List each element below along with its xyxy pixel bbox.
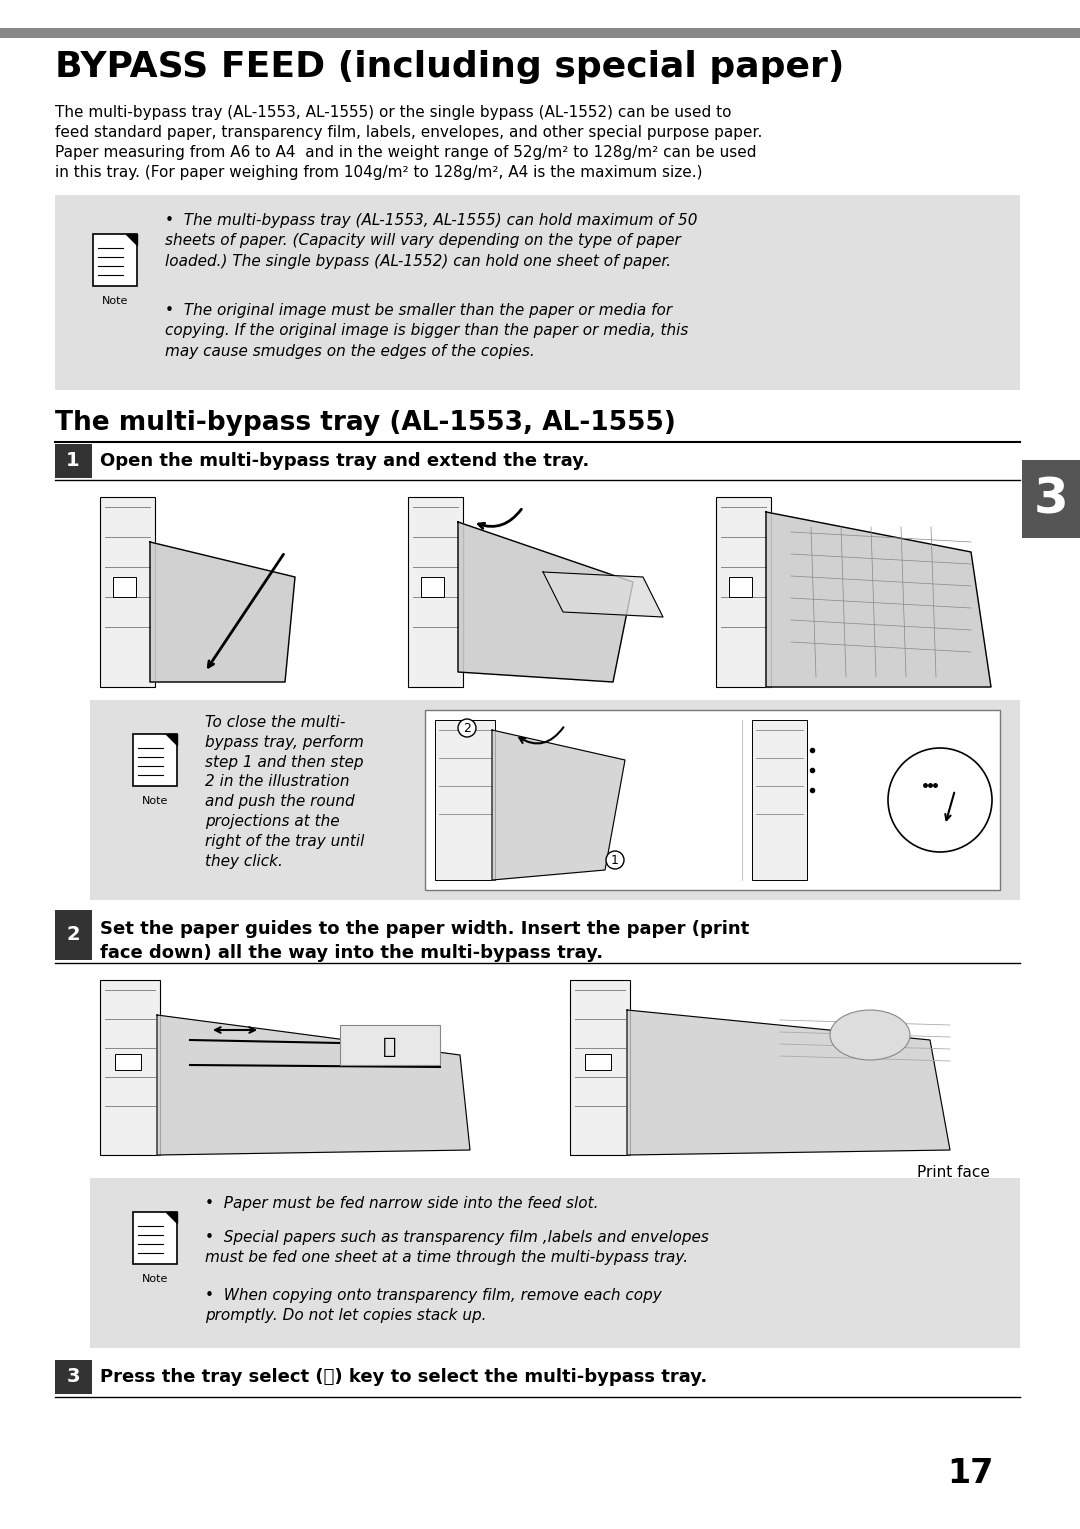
- Text: 17: 17: [947, 1457, 994, 1489]
- Text: in this tray. (For paper weighing from 104g/m² to 128g/m², A4 is the maximum siz: in this tray. (For paper weighing from 1…: [55, 165, 702, 180]
- Bar: [408, 497, 463, 687]
- Bar: [100, 497, 156, 687]
- Text: Note: Note: [141, 797, 168, 806]
- Text: Open the multi-bypass tray and extend the tray.: Open the multi-bypass tray and extend th…: [100, 453, 590, 469]
- Text: 1: 1: [611, 853, 619, 867]
- Text: BYPASS FEED (including special paper): BYPASS FEED (including special paper): [55, 50, 845, 84]
- Polygon shape: [492, 729, 625, 881]
- Bar: [114, 1053, 141, 1070]
- Ellipse shape: [831, 1011, 910, 1060]
- Bar: [435, 720, 495, 881]
- Bar: [570, 980, 630, 1154]
- Bar: [421, 576, 444, 596]
- Polygon shape: [627, 1011, 950, 1154]
- Text: •  The original image must be smaller than the paper or media for
copying. If th: • The original image must be smaller tha…: [165, 303, 688, 359]
- Polygon shape: [166, 734, 177, 745]
- Circle shape: [888, 748, 993, 852]
- Text: feed standard paper, transparency film, labels, envelopes, and other special pur: feed standard paper, transparency film, …: [55, 125, 762, 141]
- Bar: [426, 709, 1000, 890]
- Text: 3: 3: [1034, 476, 1068, 523]
- Polygon shape: [458, 521, 633, 682]
- Bar: [55, 910, 92, 960]
- Bar: [585, 1053, 611, 1070]
- Text: 2: 2: [66, 925, 80, 945]
- Polygon shape: [543, 572, 663, 618]
- Bar: [133, 734, 177, 786]
- Text: Note: Note: [102, 297, 129, 306]
- Text: Note: Note: [141, 1274, 168, 1284]
- Bar: [55, 443, 92, 479]
- Text: ✋: ✋: [383, 1037, 396, 1057]
- Polygon shape: [766, 512, 991, 687]
- Bar: [133, 1212, 177, 1264]
- Text: Set the paper guides to the paper width. Insert the paper (print
face down) all : Set the paper guides to the paper width.…: [100, 920, 750, 962]
- Bar: [340, 1024, 440, 1066]
- Text: To close the multi-
bypass tray, perform
step 1 and then step
2 in the illustrat: To close the multi- bypass tray, perform…: [205, 716, 364, 868]
- Bar: [752, 720, 807, 881]
- Text: Print face: Print face: [917, 1165, 990, 1180]
- Text: •  Paper must be fed narrow side into the feed slot.: • Paper must be fed narrow side into the…: [205, 1196, 598, 1211]
- Bar: [113, 576, 136, 596]
- Bar: [729, 576, 752, 596]
- Bar: [0, 28, 1080, 38]
- Polygon shape: [126, 234, 137, 245]
- Text: 3: 3: [66, 1367, 80, 1387]
- Bar: [90, 1177, 1020, 1349]
- Bar: [55, 196, 1020, 390]
- Text: •  The multi-bypass tray (AL-1553, AL-1555) can hold maximum of 50
sheets of pap: • The multi-bypass tray (AL-1553, AL-155…: [165, 213, 698, 269]
- Text: The multi-bypass tray (AL-1553, AL-1555): The multi-bypass tray (AL-1553, AL-1555): [55, 410, 676, 436]
- Text: Press the tray select (Ⓢ) key to select the multi-bypass tray.: Press the tray select (Ⓢ) key to select …: [100, 1368, 707, 1385]
- Text: 1: 1: [66, 451, 80, 471]
- Bar: [55, 1359, 92, 1394]
- Text: The multi-bypass tray (AL-1553, AL-1555) or the single bypass (AL-1552) can be u: The multi-bypass tray (AL-1553, AL-1555)…: [55, 106, 731, 119]
- Bar: [100, 980, 160, 1154]
- Bar: [90, 700, 1020, 901]
- Polygon shape: [166, 1212, 177, 1223]
- Text: Paper measuring from A6 to A4  and in the weight range of 52g/m² to 128g/m² can : Paper measuring from A6 to A4 and in the…: [55, 145, 756, 161]
- Text: 2: 2: [463, 722, 471, 734]
- Text: •  When copying onto transparency film, remove each copy
promptly. Do not let co: • When copying onto transparency film, r…: [205, 1287, 662, 1323]
- Bar: [1022, 460, 1080, 538]
- Bar: [716, 497, 771, 687]
- Polygon shape: [150, 541, 295, 682]
- Polygon shape: [157, 1015, 470, 1154]
- Bar: [93, 234, 137, 286]
- Text: •  Special papers such as transparency film ,labels and envelopes
must be fed on: • Special papers such as transparency fi…: [205, 1229, 708, 1264]
